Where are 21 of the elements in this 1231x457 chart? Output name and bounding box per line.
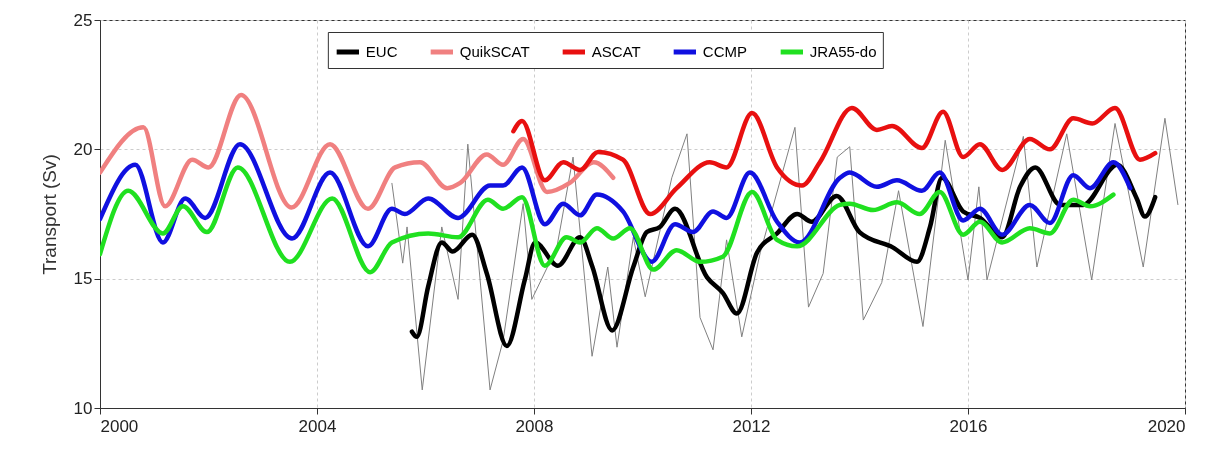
legend-label: QuikSCAT <box>459 43 530 60</box>
line-series <box>511 105 1158 217</box>
y-tick-label: 25 <box>73 10 93 30</box>
line-series <box>100 165 1116 275</box>
x-tick-label: 2000 <box>100 416 139 436</box>
line-series <box>100 92 616 212</box>
line-series <box>100 141 1133 265</box>
x-tick-label: 2016 <box>949 416 988 436</box>
y-tick-label: 15 <box>73 269 93 289</box>
legend-label: CCMP <box>702 43 748 60</box>
legend-label: EUC <box>365 43 398 60</box>
x-tick-label: 2012 <box>732 416 771 436</box>
y-tick-label: 10 <box>73 398 93 418</box>
x-tick-label: 2020 <box>1147 416 1186 436</box>
y-tick-label: 20 <box>73 139 93 159</box>
line-series <box>391 117 1179 391</box>
legend-label: ASCAT <box>591 43 641 60</box>
legend-label: JRA55-do <box>809 43 877 60</box>
x-tick-label: 2004 <box>298 416 337 436</box>
y-axis-title: Transport (Sv) <box>38 154 60 275</box>
x-tick-label: 2008 <box>515 416 554 436</box>
